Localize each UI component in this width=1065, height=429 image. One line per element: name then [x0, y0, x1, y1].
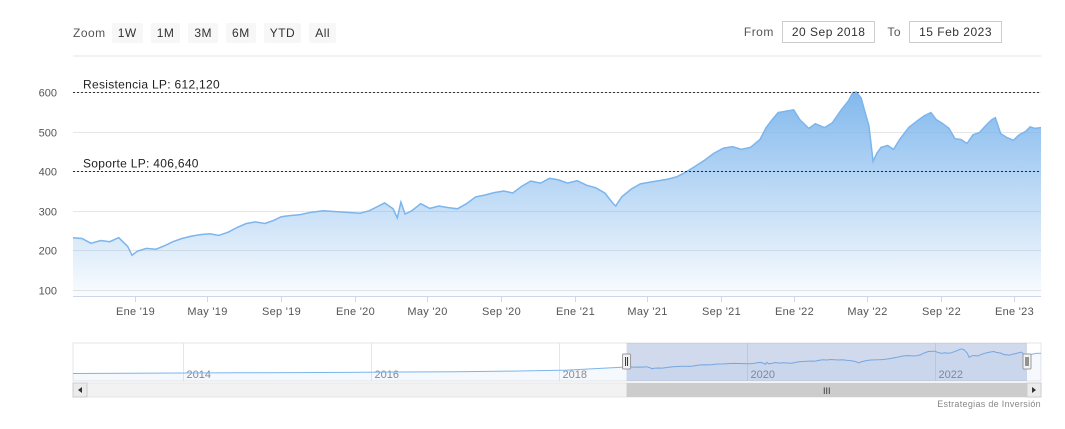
y-tick-label: 200 [39, 246, 57, 258]
chevron-left-icon [78, 387, 82, 393]
zoom-bar: Zoom 1W 1M 3M 6M YTD All [73, 22, 344, 44]
zoom-ytd-button[interactable]: YTD [263, 23, 302, 43]
to-label: To [887, 25, 902, 39]
navigator-left-handle[interactable] [622, 353, 632, 370]
y-tick-label: 600 [39, 88, 57, 100]
zoom-6m-button[interactable]: 6M [226, 23, 256, 43]
support-label: Soporte LP: 406,640 [83, 157, 199, 171]
chevron-right-icon [1032, 387, 1036, 393]
x-tick-label: Sep '20 [482, 306, 521, 318]
x-tick-label: May '19 [187, 306, 227, 318]
credits-text: Estrategias de Inversión [937, 399, 1041, 409]
resistance-label: Resistencia LP: 612,120 [83, 78, 220, 92]
x-tick-label: Ene '22 [775, 306, 814, 318]
x-tick-label: Ene '19 [116, 306, 155, 318]
y-tick-label: 500 [39, 128, 57, 140]
navigator-frame [72, 342, 1042, 382]
scrollbar-thumb[interactable] [626, 383, 1027, 397]
navigator-year-label: 2022 [939, 369, 963, 381]
x-tick-label: Ene '23 [995, 306, 1034, 318]
series-line [72, 91, 1042, 257]
x-tick-label: Ene '20 [336, 306, 375, 318]
navigator-line [72, 348, 1042, 374]
navigator-selection[interactable] [626, 343, 1027, 381]
series-area [73, 92, 1041, 296]
x-tick-label: Sep '21 [702, 306, 741, 318]
zoom-1m-button[interactable]: 1M [150, 23, 181, 43]
from-label: From [743, 25, 774, 39]
zoom-1w-button[interactable]: 1W [111, 23, 143, 43]
x-tick-label: May '20 [407, 306, 447, 318]
to-date-input[interactable]: 15 Feb 2023 [909, 21, 1002, 43]
zoom-label: Zoom [73, 26, 106, 40]
navigator-right-handle[interactable] [1022, 353, 1032, 370]
y-tick-label: 100 [39, 286, 57, 298]
navigator-year-label: 2020 [751, 369, 775, 381]
zoom-3m-button[interactable]: 3M [188, 23, 219, 43]
date-range-selector: From 20 Sep 2018 To 15 Feb 2023 [732, 21, 1002, 43]
x-tick-label: Ene '21 [556, 306, 595, 318]
navigator-year-label: 2018 [563, 369, 587, 381]
x-tick-label: May '21 [627, 306, 667, 318]
y-tick-label: 400 [39, 167, 57, 179]
x-tick-label: Sep '19 [262, 306, 301, 318]
zoom-all-button[interactable]: All [309, 23, 337, 43]
navigator-year-label: 2014 [187, 369, 211, 381]
x-tick-label: Sep '22 [922, 306, 961, 318]
x-tick-label: May '22 [847, 306, 887, 318]
from-date-input[interactable]: 20 Sep 2018 [781, 21, 876, 43]
scrollbar-grip: III [823, 386, 831, 396]
y-tick-label: 300 [39, 207, 57, 219]
